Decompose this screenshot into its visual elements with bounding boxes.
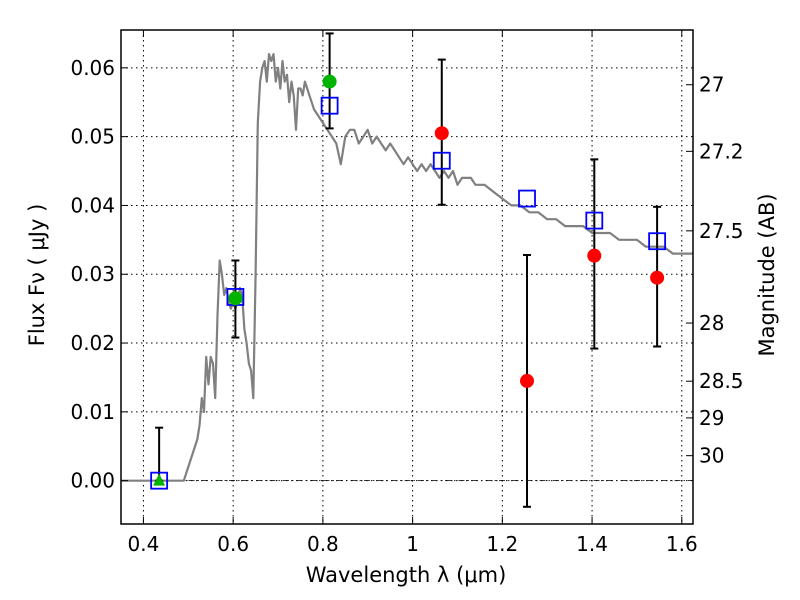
right-tick-label: 27	[699, 73, 724, 97]
x-tick-label: 1	[406, 532, 419, 556]
model-flux-square-marker	[432, 151, 451, 170]
model-flux-square-marker	[150, 471, 169, 490]
model-flux-square-marker	[320, 96, 339, 115]
y-tick-label: 0.04	[70, 193, 115, 217]
x-tick-label: 0.4	[128, 532, 160, 556]
x-tick-label: 1.2	[486, 532, 518, 556]
x-axis-ticks: 0.4 0.6 0.8 1 1.2 1.4 1.6	[128, 30, 698, 556]
detection-triangle-point	[153, 473, 166, 486]
model-flux-square-marker	[518, 189, 536, 208]
right-axis-ticks: 27 27.2 27.5 28 28.5 29 30	[686, 73, 744, 468]
detection-point	[322, 74, 337, 89]
x-axis-title: Wavelength λ (μm)	[306, 563, 507, 587]
y-tick-label: 0.06	[70, 56, 115, 80]
x-tick-label: 1.4	[576, 532, 608, 556]
nondetection-point	[520, 373, 535, 388]
y-axis-ticks: 0.00 0.01 0.02 0.03 0.04 0.05 0.06	[70, 56, 128, 493]
y-tick-label: 0.02	[70, 331, 115, 355]
x-tick-label: 0.6	[217, 532, 249, 556]
model-flux-square-marker	[585, 211, 604, 230]
nondetection-point	[434, 126, 449, 141]
right-tick-label: 27.2	[699, 139, 744, 163]
nondetection-point	[650, 270, 665, 285]
grid-lines	[121, 30, 693, 524]
y-tick-label: 0.01	[70, 400, 115, 424]
y-tick-label: 0.03	[70, 262, 115, 286]
model-spectrum-line	[121, 52, 693, 482]
right-axis-title: Magnitude (AB)	[755, 193, 779, 356]
x-tick-label: 1.6	[666, 532, 698, 556]
nondetection-point	[587, 248, 602, 263]
right-tick-label: 30	[699, 444, 724, 468]
plot-frame	[120, 29, 694, 525]
series-layer	[121, 52, 693, 482]
y-tick-label: 0.00	[70, 469, 115, 493]
right-tick-label: 28.5	[699, 369, 744, 393]
y-tick-label: 0.05	[70, 125, 115, 149]
right-tick-label: 28	[699, 311, 724, 335]
x-tick-label: 0.8	[307, 532, 339, 556]
right-tick-label: 27.5	[699, 219, 744, 243]
detection-point	[228, 291, 243, 306]
right-tick-label: 29	[699, 406, 724, 430]
marker-layer	[150, 74, 667, 490]
y-axis-title: Flux Fν ( μJy )	[25, 204, 49, 347]
model-flux-square-marker	[648, 232, 667, 251]
